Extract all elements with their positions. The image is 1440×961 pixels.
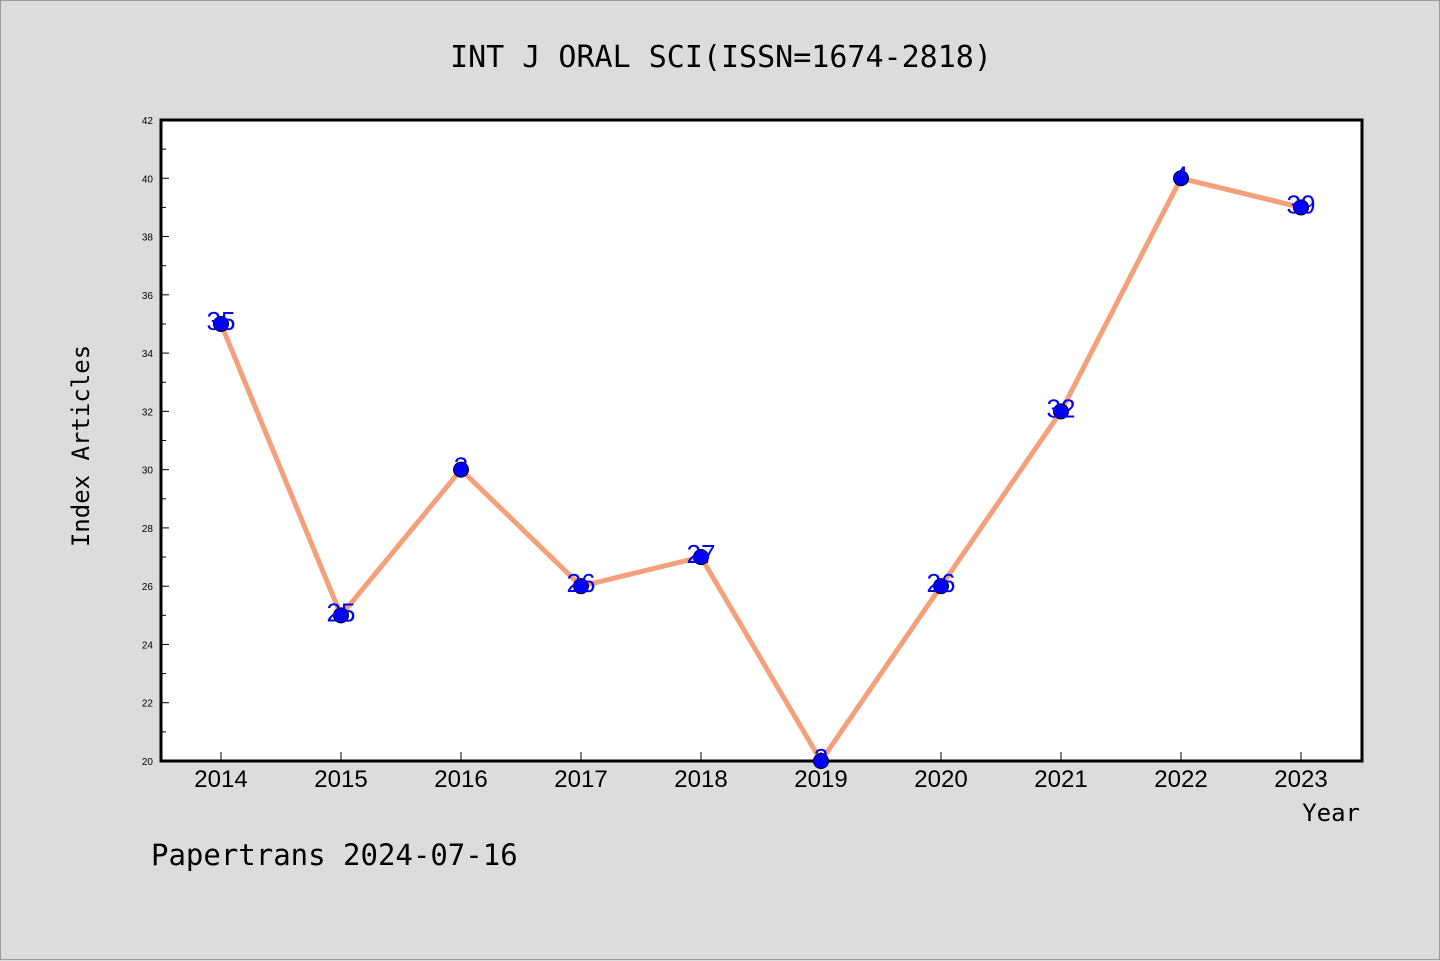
y-tick-label: 30 xyxy=(142,466,154,477)
y-axis: 20 22 24 26 28 30 32 34 36 38 40 42 xyxy=(142,116,169,768)
x-tick-label: 2014 xyxy=(194,766,247,793)
data-label: 2 xyxy=(814,743,828,773)
y-tick-label: 20 xyxy=(142,757,154,768)
y-tick-label: 22 xyxy=(142,699,154,710)
data-point xyxy=(213,315,229,332)
x-tick-label: 2018 xyxy=(674,766,727,793)
x-tick-label: 2015 xyxy=(314,766,367,793)
data-point xyxy=(573,578,589,595)
data-point xyxy=(1173,170,1189,187)
x-axis: 2014 2015 2016 2017 2018 2019 2020 2021 2022 2023 xyxy=(194,752,1328,793)
y-tick-label: 40 xyxy=(142,174,154,185)
data-point xyxy=(933,578,949,595)
series-line-group xyxy=(218,175,1302,764)
data-label: 32 xyxy=(1047,393,1076,423)
y-tick-label: 38 xyxy=(142,233,154,244)
data-label: 3 xyxy=(454,452,468,482)
x-tick-label: 2022 xyxy=(1154,766,1207,793)
x-tick-label: 2019 xyxy=(794,766,847,793)
x-tick-label: 2016 xyxy=(434,766,487,793)
y-tick-label: 28 xyxy=(142,524,154,535)
data-label: 35 xyxy=(207,306,236,336)
data-point xyxy=(693,549,709,566)
x-axis-label: Year xyxy=(1302,799,1360,827)
data-label-group: 35 25 3 26 27 2 26 32 4 39 xyxy=(207,160,1316,773)
data-point xyxy=(1293,199,1309,216)
series-line xyxy=(218,175,1302,764)
x-tick-label: 2017 xyxy=(554,766,607,793)
x-tick-label: 2023 xyxy=(1274,766,1327,793)
data-point xyxy=(453,461,469,478)
data-label: 26 xyxy=(927,568,956,598)
data-label: 39 xyxy=(1287,189,1316,219)
y-tick-label: 32 xyxy=(142,407,154,418)
x-tick-label: 2021 xyxy=(1034,766,1087,793)
marker-group xyxy=(213,170,1309,769)
y-axis-label: Index Articles xyxy=(67,345,95,547)
data-point xyxy=(333,607,349,624)
x-tick-label: 2020 xyxy=(914,766,967,793)
data-point xyxy=(813,753,829,769)
y-tick-label: 34 xyxy=(142,349,154,360)
data-label: 25 xyxy=(327,597,356,627)
chart-title: INT J ORAL SCI(ISSN=1674-2818) xyxy=(450,40,992,75)
data-label: 27 xyxy=(687,539,716,569)
y-tick-label: 26 xyxy=(142,582,154,593)
data-label: 26 xyxy=(567,568,596,598)
data-label: 4 xyxy=(1174,160,1188,190)
footer-text: Papertrans 2024-07-16 xyxy=(151,838,518,872)
y-tick-label: 36 xyxy=(142,291,154,302)
data-point xyxy=(1053,403,1069,420)
y-tick-label: 42 xyxy=(142,116,154,127)
y-tick-label: 24 xyxy=(142,640,154,651)
plot-area xyxy=(159,118,1364,763)
